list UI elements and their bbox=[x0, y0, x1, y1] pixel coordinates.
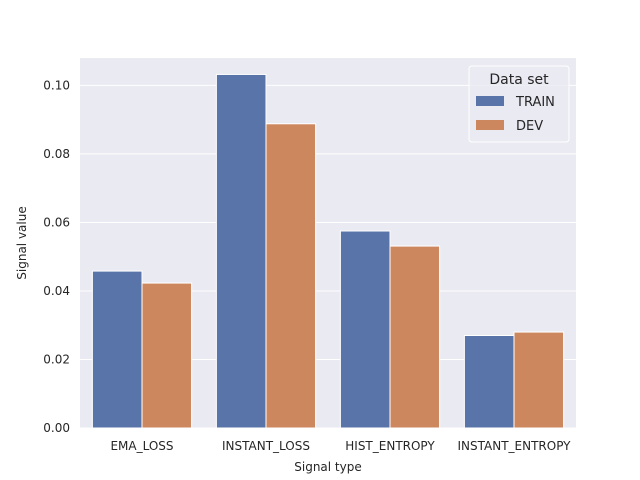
legend-label-train: TRAIN bbox=[515, 95, 555, 110]
x-tick-label: EMA_LOSS bbox=[110, 439, 173, 453]
bar-dev-instant-entropy bbox=[514, 332, 564, 428]
x-tick-labels: EMA_LOSS INSTANT_LOSS HIST_ENTROPY INSTANT_… bbox=[110, 439, 571, 453]
x-tick-label: HIST_ENTROPY bbox=[345, 439, 435, 453]
legend-label-dev: DEV bbox=[516, 119, 543, 134]
bar-dev-instant-loss bbox=[266, 124, 316, 428]
legend-swatch-train bbox=[476, 96, 504, 106]
bar-train-instant-loss bbox=[216, 74, 266, 428]
bar-chart: 0.00 0.02 0.04 0.06 0.08 0.10 EMA_LOSS INSTANT… bbox=[0, 0, 640, 480]
y-tick-label: 0.04 bbox=[43, 284, 70, 298]
y-tick-label: 0.00 bbox=[43, 421, 70, 435]
y-tick-label: 0.06 bbox=[43, 215, 70, 229]
y-axis-label: Signal value bbox=[15, 206, 29, 279]
y-tick-label: 0.10 bbox=[43, 78, 70, 92]
bar-train-instant-entropy bbox=[464, 336, 514, 429]
legend-title: Data set bbox=[489, 72, 549, 88]
bar-train-ema-loss bbox=[92, 271, 142, 428]
x-axis-label: Signal type bbox=[294, 460, 361, 474]
y-tick-labels: 0.00 0.02 0.04 0.06 0.08 0.10 bbox=[43, 78, 70, 435]
bar-train-hist-entropy bbox=[340, 231, 390, 428]
bar-dev-hist-entropy bbox=[390, 246, 440, 428]
x-tick-label: INSTANT_LOSS bbox=[222, 439, 310, 453]
y-tick-label: 0.02 bbox=[43, 352, 70, 366]
bar-dev-ema-loss bbox=[142, 283, 192, 428]
legend-swatch-dev bbox=[476, 120, 504, 130]
y-tick-label: 0.08 bbox=[43, 147, 70, 161]
x-tick-label: INSTANT_ENTROPY bbox=[457, 439, 571, 453]
legend: Data set TRAIN DEV bbox=[469, 66, 569, 142]
